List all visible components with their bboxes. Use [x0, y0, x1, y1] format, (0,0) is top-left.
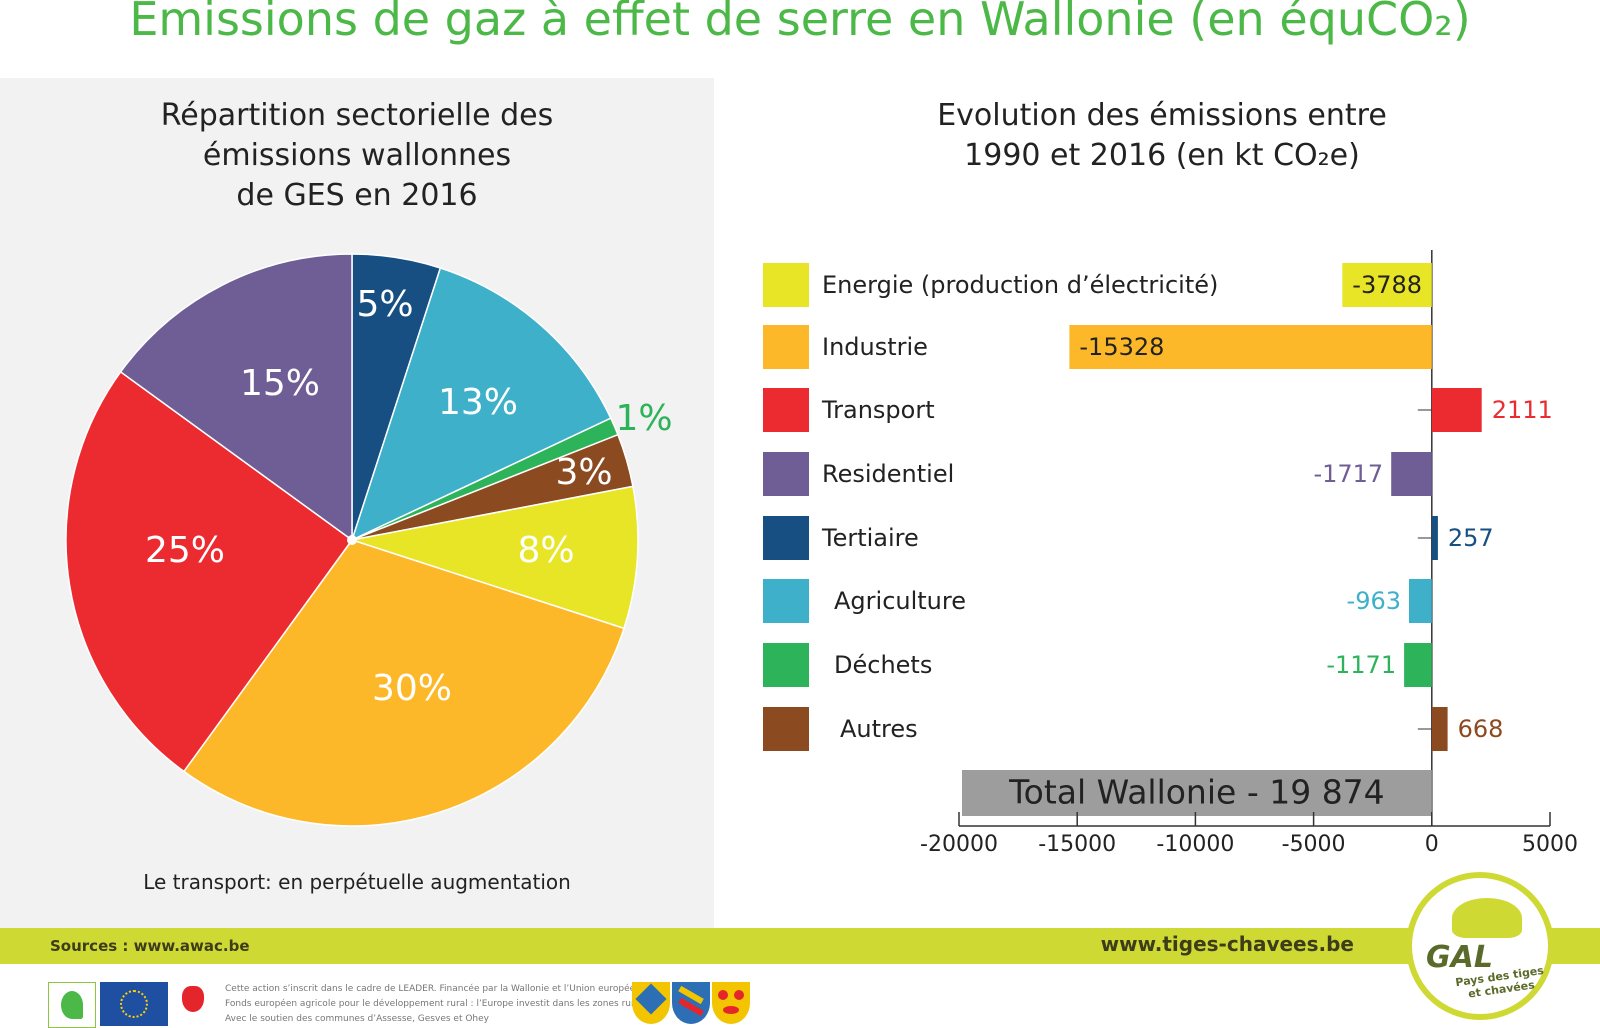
legend-label: Residentiel	[822, 460, 954, 488]
pie-slice-label: 15%	[240, 363, 320, 404]
website-link[interactable]: www.tiges-chavees.be	[1100, 932, 1354, 956]
gal-logo-word: GAL	[1426, 940, 1493, 975]
pie-slice	[65, 370, 354, 773]
legend-label: Transport	[821, 396, 935, 424]
pie-caption: Le transport: en perpétuelle augmentatio…	[143, 870, 571, 894]
x-tick-label: -10000	[1156, 832, 1234, 857]
legend-swatch	[763, 516, 809, 560]
pie-slice	[350, 267, 612, 542]
legend-label: Autres	[840, 715, 918, 743]
pie-slice-label: 8%	[517, 530, 574, 571]
legend-label: Agriculture	[834, 587, 966, 615]
bar	[1069, 325, 1432, 369]
pie-slice	[351, 485, 639, 630]
footer-band	[0, 928, 1600, 964]
wallonie-rooster-icon	[176, 982, 212, 1022]
assesse-crest-icon	[632, 982, 670, 1024]
bar-value-label: -3788	[1352, 271, 1422, 299]
legal-line-2: Fonds européen agricole pour le développ…	[225, 999, 656, 1009]
legend-label: Energie (production d’électricité)	[822, 271, 1218, 299]
ohey-crest-icon	[712, 982, 750, 1024]
tree-icon	[1452, 898, 1522, 938]
pie-slice	[182, 539, 625, 827]
legend-swatch	[763, 325, 809, 369]
bar	[1391, 452, 1432, 496]
legend-swatch	[763, 263, 809, 307]
pie-title-line-3: de GES en 2016	[236, 178, 478, 213]
legend-label: Industrie	[822, 333, 928, 361]
pie-slice-label: 1%	[615, 398, 672, 439]
bar-value-label: -963	[1347, 587, 1401, 615]
bar	[1342, 263, 1432, 307]
pie-slice	[119, 253, 353, 542]
x-tick-label: -15000	[1038, 832, 1116, 857]
pie-slice-label: 30%	[372, 668, 452, 709]
x-tick-label: 5000	[1522, 832, 1578, 857]
bar-title-line-2: 1990 et 2016 (en kt CO₂e)	[964, 138, 1360, 173]
bar	[1404, 643, 1432, 687]
pie-title-line-2: émissions wallonnes	[202, 138, 512, 173]
legend-swatch	[763, 579, 809, 623]
legend-swatch	[763, 452, 809, 496]
bar-value-label: 668	[1458, 715, 1504, 743]
main-title: Emissions de gaz à effet de serre en Wal…	[129, 0, 1471, 46]
bar	[1431, 707, 1448, 751]
bar-value-label: -15328	[1079, 333, 1164, 361]
legal-notice: Cette action s’inscrit dans le cadre de …	[225, 982, 656, 1027]
pie-center-dot	[347, 535, 357, 545]
gesves-crest-icon	[672, 982, 710, 1024]
bar	[1409, 579, 1432, 623]
bar-title: Evolution des émissions entre 1990 et 20…	[862, 96, 1462, 176]
legend-swatch	[763, 388, 809, 432]
pie-slice-label: 13%	[438, 382, 518, 423]
total-bar	[962, 770, 1432, 816]
pie-title: Répartition sectorielle des émissions wa…	[0, 96, 714, 216]
legal-line-1: Cette action s’inscrit dans le cadre de …	[225, 984, 655, 994]
pie-chart: 5% 13% 1%3% 8% 30% 25% 15%	[65, 253, 673, 827]
total-bar-label: Total Wallonie - 19 874	[1008, 773, 1385, 812]
bar-value-label: -1171	[1326, 651, 1396, 679]
pie-slice-label: 3%	[555, 452, 612, 493]
legend-label: Déchets	[834, 651, 932, 679]
x-tick-label: -5000	[1282, 832, 1346, 857]
sources-text: Sources : www.awac.be	[50, 937, 250, 955]
bar-value-label: -1717	[1313, 460, 1383, 488]
bar	[1431, 516, 1438, 560]
leader-logo	[48, 982, 96, 1028]
pie-slice-label: 5%	[356, 284, 413, 325]
legal-line-3: Avec le soutien des communes d’Assesse, …	[225, 1014, 489, 1024]
pie-title-line-1: Répartition sectorielle des	[160, 98, 554, 133]
bar-chart: Energie (production d’électricité) -3788 I…	[763, 250, 1578, 857]
bar-value-label: 2111	[1492, 396, 1553, 424]
bar-title-line-1: Evolution des émissions entre	[937, 98, 1387, 133]
eu-flag-icon	[100, 982, 168, 1026]
bar	[1431, 388, 1482, 432]
legend-label: Tertiaire	[821, 524, 919, 552]
pie-slice-label: 25%	[145, 530, 225, 571]
x-tick-label: -20000	[920, 832, 998, 857]
x-tick-label: 0	[1425, 832, 1439, 857]
legend-swatch	[763, 643, 809, 687]
bar-value-label: 257	[1448, 524, 1494, 552]
gal-logo: GAL Pays des tiges et chavées	[1406, 872, 1554, 1020]
legend-swatch	[763, 707, 809, 751]
